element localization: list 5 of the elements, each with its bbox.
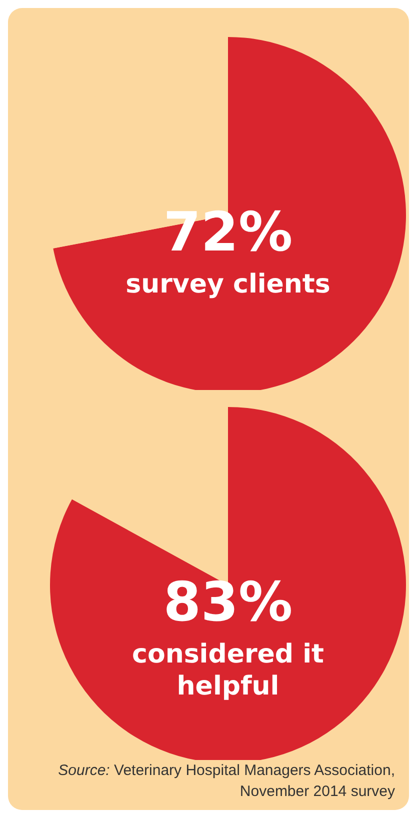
source-note: Source: Veterinary Hospital Managers Association, November 2014 survey xyxy=(57,761,396,802)
slice-label: survey clients xyxy=(126,270,330,300)
data-label: 83% xyxy=(163,570,293,634)
data-label: 72% xyxy=(163,200,293,264)
slice-label: considered it helpful xyxy=(132,640,324,702)
